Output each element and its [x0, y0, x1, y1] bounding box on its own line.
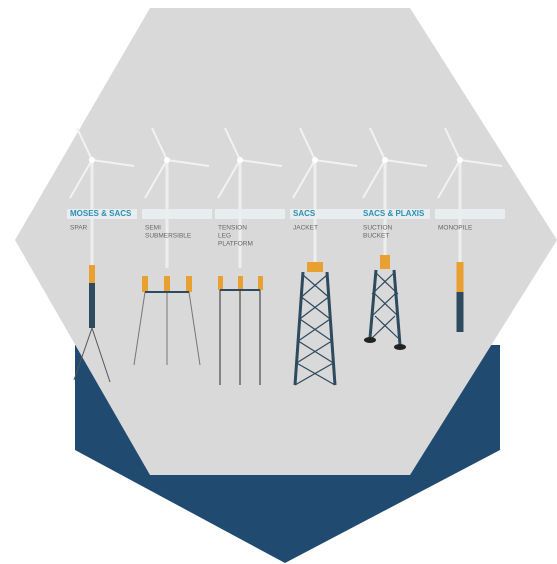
bucket — [394, 344, 406, 350]
blade — [91, 159, 135, 167]
blade — [151, 127, 168, 161]
blade — [314, 159, 358, 167]
mooring — [91, 327, 111, 383]
blade — [224, 127, 241, 161]
transition-piece — [456, 262, 464, 292]
brace — [296, 362, 336, 386]
brace — [371, 315, 396, 339]
bucket — [364, 337, 376, 343]
foundation-label: MONOPILE — [438, 225, 473, 232]
brace — [301, 296, 331, 320]
transition-piece — [307, 262, 323, 272]
brace — [374, 293, 399, 317]
brace — [371, 293, 396, 317]
column — [186, 276, 192, 292]
leg — [368, 269, 378, 339]
blade — [69, 159, 93, 199]
hub — [457, 157, 463, 163]
column — [142, 276, 148, 292]
leg — [325, 271, 337, 386]
column — [258, 276, 263, 290]
hub — [89, 157, 95, 163]
gray-hexagon — [15, 8, 557, 475]
spar — [89, 283, 95, 328]
foundation-label: TENSION — [218, 225, 247, 232]
brace — [371, 271, 396, 295]
brace — [301, 274, 328, 298]
software-label: SACS — [293, 209, 316, 218]
foundation-label: SUCTION — [363, 225, 393, 232]
software-label: SACS & PLAXIS — [363, 209, 425, 218]
blade — [437, 159, 461, 199]
hub — [312, 157, 318, 163]
brace — [374, 315, 399, 339]
monopile — [456, 292, 464, 332]
blade — [292, 159, 316, 199]
transition-piece — [380, 255, 390, 269]
blade — [384, 159, 428, 167]
brace — [294, 362, 334, 386]
blade — [369, 127, 386, 161]
leg — [392, 269, 402, 346]
blade — [239, 159, 283, 167]
foundation-label: SEMI — [145, 225, 161, 232]
mooring — [133, 291, 146, 366]
foundation-label: JACKET — [293, 225, 318, 232]
label-band — [290, 209, 360, 219]
brace — [299, 318, 333, 342]
blade — [459, 159, 503, 167]
blade — [166, 159, 210, 167]
blade — [76, 127, 93, 161]
column — [238, 276, 243, 290]
software-label: MOSES & SACS — [70, 209, 132, 218]
mooring — [188, 291, 201, 366]
hub — [382, 157, 388, 163]
column — [164, 276, 170, 292]
label-band — [360, 209, 430, 219]
blade — [299, 127, 316, 161]
brace — [297, 318, 331, 342]
brace — [297, 340, 334, 364]
label-band — [142, 209, 212, 219]
blade — [144, 159, 168, 199]
brace — [374, 271, 399, 295]
foundation-label: PLATFORM — [218, 241, 253, 248]
brace — [302, 274, 329, 298]
hub — [237, 157, 243, 163]
label-band — [67, 209, 137, 219]
transition-piece — [89, 265, 95, 283]
leg — [293, 271, 305, 386]
foundation-label: SPAR — [70, 225, 88, 232]
mooring — [73, 327, 93, 381]
brace — [296, 340, 333, 364]
blade — [217, 159, 241, 199]
foundation-label: SUBMERSIBLE — [145, 233, 192, 240]
column — [218, 276, 223, 290]
hub — [164, 157, 170, 163]
foundation-label: LEG — [218, 233, 231, 240]
label-band — [435, 209, 505, 219]
brace — [299, 296, 329, 320]
label-band — [215, 209, 285, 219]
blade — [362, 159, 386, 199]
foundation-label: BUCKET — [363, 233, 389, 240]
blade — [444, 127, 461, 161]
